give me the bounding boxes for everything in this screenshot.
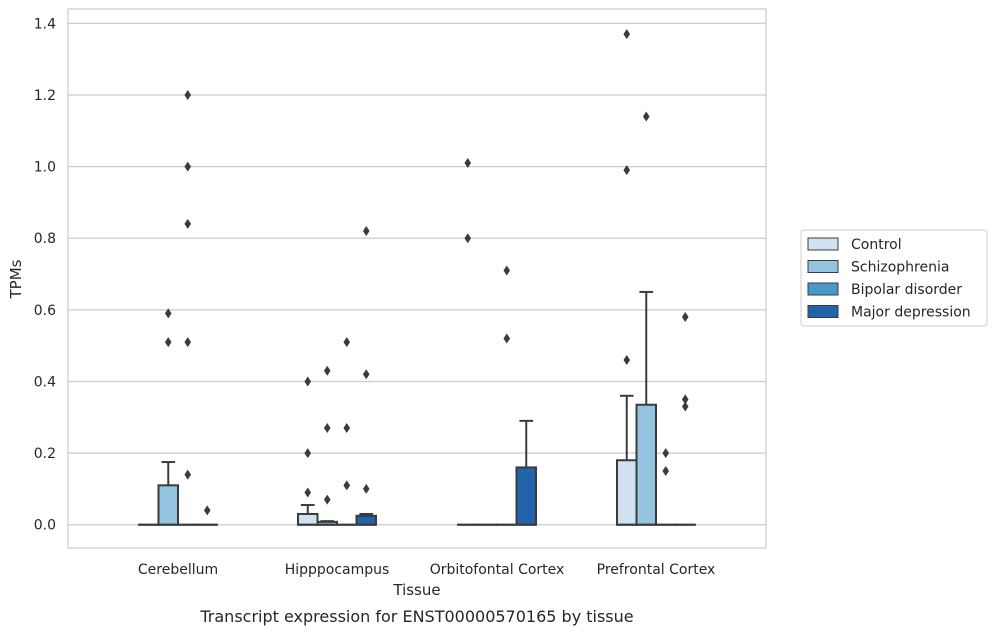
y-tick-label: 1.2 bbox=[34, 88, 56, 104]
outlier-point bbox=[164, 337, 172, 348]
legend-label: Major depression bbox=[851, 305, 971, 321]
box bbox=[297, 512, 319, 526]
series-group bbox=[177, 89, 677, 526]
x-tick-label: Prefrontal Cortex bbox=[597, 562, 716, 578]
series-group bbox=[196, 226, 696, 526]
outlier-point bbox=[662, 448, 670, 459]
box-series-layer bbox=[138, 29, 696, 526]
plot-area-background bbox=[68, 9, 766, 548]
grid-lines bbox=[68, 22, 766, 526]
series-group bbox=[157, 111, 657, 526]
box bbox=[635, 403, 657, 526]
outlier-point bbox=[362, 226, 370, 237]
box bbox=[355, 514, 377, 526]
box bbox=[515, 466, 537, 526]
box bbox=[616, 459, 638, 526]
legend-frame bbox=[800, 229, 988, 327]
outlier-point bbox=[343, 337, 351, 348]
outlier-point bbox=[184, 161, 192, 172]
y-tick-label: 0.8 bbox=[34, 231, 56, 247]
y-tick-label: 1.4 bbox=[34, 16, 56, 32]
outlier-point bbox=[503, 333, 511, 344]
legend-label: Schizophrenia bbox=[851, 260, 949, 276]
outlier-point bbox=[343, 423, 351, 434]
outlier-point bbox=[503, 265, 511, 276]
outlier-point bbox=[464, 158, 472, 168]
outlier-point bbox=[681, 312, 689, 322]
outlier-point bbox=[203, 505, 211, 516]
x-tick-labels: Cerebellum Hipppocampus Orbitofontal Corte… bbox=[138, 562, 715, 578]
outlier-point bbox=[323, 494, 331, 505]
legend: Control Schizophrenia Bipolar disorder Majo… bbox=[800, 229, 988, 327]
y-axis-label: TPMs bbox=[7, 259, 25, 299]
outlier-point bbox=[164, 308, 172, 319]
legend-label: Control bbox=[851, 237, 902, 253]
outlier-point bbox=[623, 354, 631, 365]
x-tick-label: Hipppocampus bbox=[285, 562, 390, 578]
y-tick-label: 0.6 bbox=[34, 303, 56, 319]
outlier-point bbox=[362, 483, 370, 494]
y-tick-label: 0.2 bbox=[34, 446, 56, 462]
legend-swatch bbox=[807, 305, 839, 318]
outlier-point bbox=[304, 448, 312, 459]
legend-swatch bbox=[807, 237, 839, 251]
plot-area-frame bbox=[67, 8, 767, 549]
outlier-point bbox=[304, 487, 312, 498]
outlier-point bbox=[184, 89, 192, 100]
box bbox=[157, 484, 179, 526]
legend-swatch bbox=[807, 260, 839, 273]
outlier-point bbox=[304, 376, 312, 387]
outlier-point bbox=[184, 337, 192, 348]
outlier-point bbox=[184, 218, 192, 229]
legend-swatch bbox=[807, 282, 839, 296]
outlier-point bbox=[362, 369, 370, 380]
legend-label: Bipolar disorder bbox=[851, 282, 962, 298]
outlier-point bbox=[464, 233, 472, 244]
outlier-point bbox=[681, 401, 689, 412]
outlier-point bbox=[681, 394, 689, 405]
y-tick-label: 1.0 bbox=[34, 160, 56, 176]
outlier-point bbox=[323, 423, 331, 434]
y-tick-labels: 0.0 0.2 0.4 0.6 0.8 1.0 1.2 1.4 bbox=[34, 16, 56, 533]
outlier-point bbox=[623, 165, 631, 176]
x-tick-label: Cerebellum bbox=[138, 562, 218, 578]
chart-caption: Transcript expression for ENST0000057016… bbox=[199, 607, 633, 626]
outlier-point bbox=[323, 365, 331, 376]
outlier-point bbox=[184, 469, 192, 480]
outlier-point bbox=[642, 111, 650, 122]
outlier-point bbox=[662, 466, 670, 476]
y-tick-label: 0.0 bbox=[34, 518, 56, 534]
x-tick-label: Orbitofontal Cortex bbox=[430, 562, 565, 578]
outlier-point bbox=[623, 29, 631, 40]
y-tick-label: 0.4 bbox=[34, 374, 56, 390]
x-axis-label: Tissue bbox=[392, 581, 440, 599]
outlier-point bbox=[343, 480, 351, 491]
